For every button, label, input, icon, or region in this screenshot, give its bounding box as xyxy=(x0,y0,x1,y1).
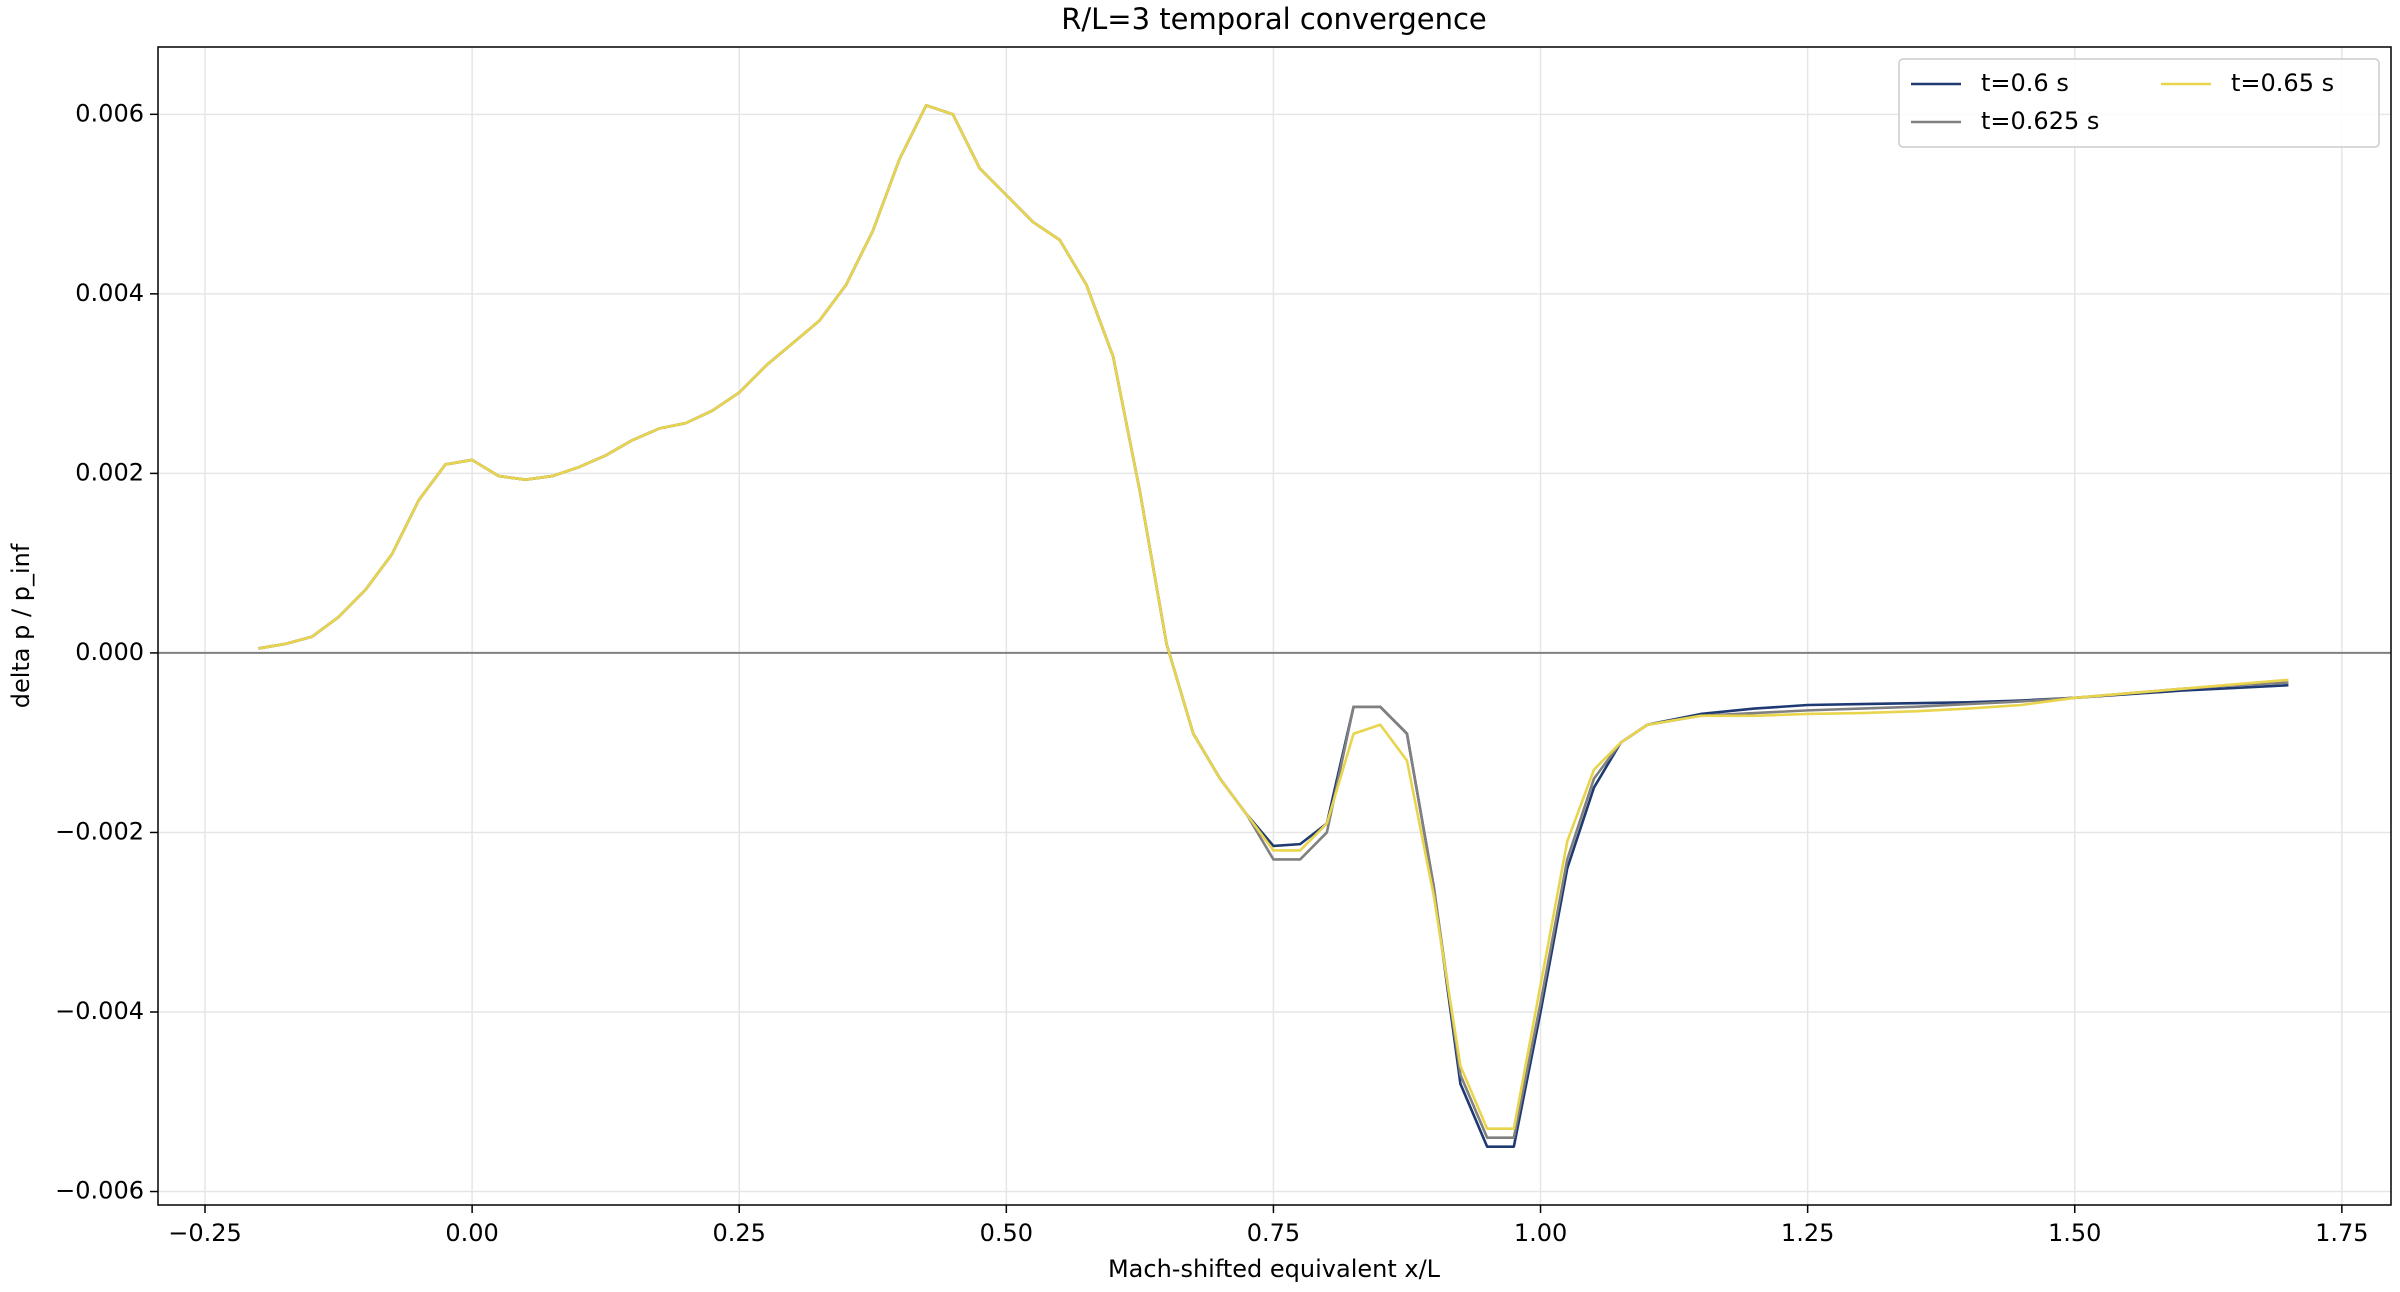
x-tick-label: 1.75 xyxy=(2315,1219,2368,1247)
y-axis-label: delta p / p_inf xyxy=(7,543,35,708)
legend-label: t=0.65 s xyxy=(2231,69,2334,97)
y-tick-label: −0.002 xyxy=(55,817,144,845)
x-tick-label: −0.25 xyxy=(168,1219,242,1247)
plot-frame xyxy=(157,46,2392,1206)
legend: t=0.6 s t=0.625 s t=0.65 s xyxy=(1898,58,2380,148)
y-tick-label: 0.004 xyxy=(75,279,144,307)
x-tick-label: 1.25 xyxy=(1781,1219,1834,1247)
legend-label: t=0.625 s xyxy=(1981,107,2099,135)
y-tick-label: 0.002 xyxy=(75,458,144,486)
legend-label: t=0.6 s xyxy=(1981,69,2069,97)
y-tick-label: 0.000 xyxy=(75,638,144,666)
chart-title: R/L=3 temporal convergence xyxy=(1061,2,1487,36)
x-axis-label: Mach-shifted equivalent x/L xyxy=(1108,1255,1441,1283)
x-tick-label: 0.75 xyxy=(1247,1219,1300,1247)
x-tick-label: 1.00 xyxy=(1514,1219,1567,1247)
x-tick-label: 0.50 xyxy=(980,1219,1033,1247)
y-tick-label: −0.004 xyxy=(55,997,144,1025)
x-tick-label: 1.50 xyxy=(2048,1219,2101,1247)
x-tick-label: 0.25 xyxy=(713,1219,766,1247)
x-tick-label: 0.00 xyxy=(445,1219,498,1247)
series-line xyxy=(258,104,2289,1130)
y-tick-label: 0.006 xyxy=(75,99,144,127)
y-tick-label: −0.006 xyxy=(55,1177,144,1205)
legend-box xyxy=(1898,58,2380,148)
